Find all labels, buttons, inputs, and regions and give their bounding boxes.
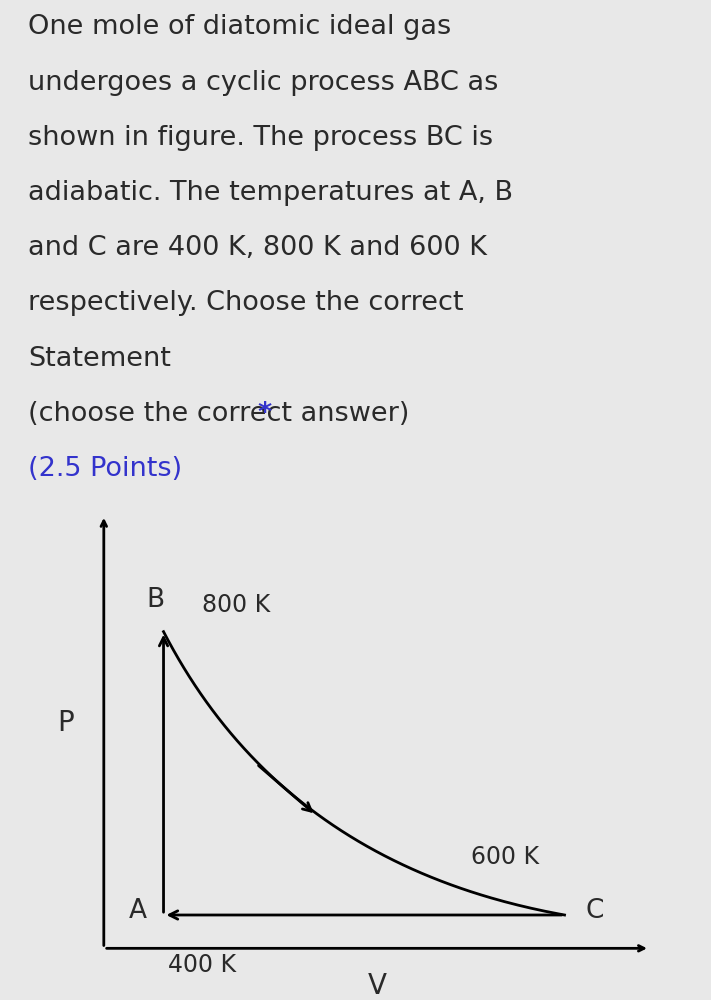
- Text: One mole of diatomic ideal gas: One mole of diatomic ideal gas: [28, 14, 451, 40]
- Text: C: C: [585, 898, 604, 924]
- Text: shown in figure. The process BC is: shown in figure. The process BC is: [28, 125, 493, 151]
- Text: 400 K: 400 K: [168, 952, 236, 976]
- Text: A: A: [129, 898, 147, 924]
- Text: undergoes a cyclic process ABC as: undergoes a cyclic process ABC as: [28, 70, 499, 96]
- Text: *: *: [257, 401, 272, 427]
- Text: P: P: [57, 709, 74, 737]
- Text: B: B: [146, 587, 164, 613]
- Text: and C are 400 K, 800 K and 600 K: and C are 400 K, 800 K and 600 K: [28, 235, 488, 261]
- Text: V: V: [368, 972, 386, 1000]
- Text: (2.5 Points): (2.5 Points): [28, 456, 183, 482]
- Text: respectively. Choose the correct: respectively. Choose the correct: [28, 290, 464, 316]
- Text: 800 K: 800 K: [202, 593, 270, 617]
- Text: adiabatic. The temperatures at A, B: adiabatic. The temperatures at A, B: [28, 180, 513, 206]
- Text: (choose the correct answer): (choose the correct answer): [28, 401, 419, 427]
- Text: 600 K: 600 K: [471, 845, 539, 869]
- Text: Statement: Statement: [28, 346, 171, 372]
